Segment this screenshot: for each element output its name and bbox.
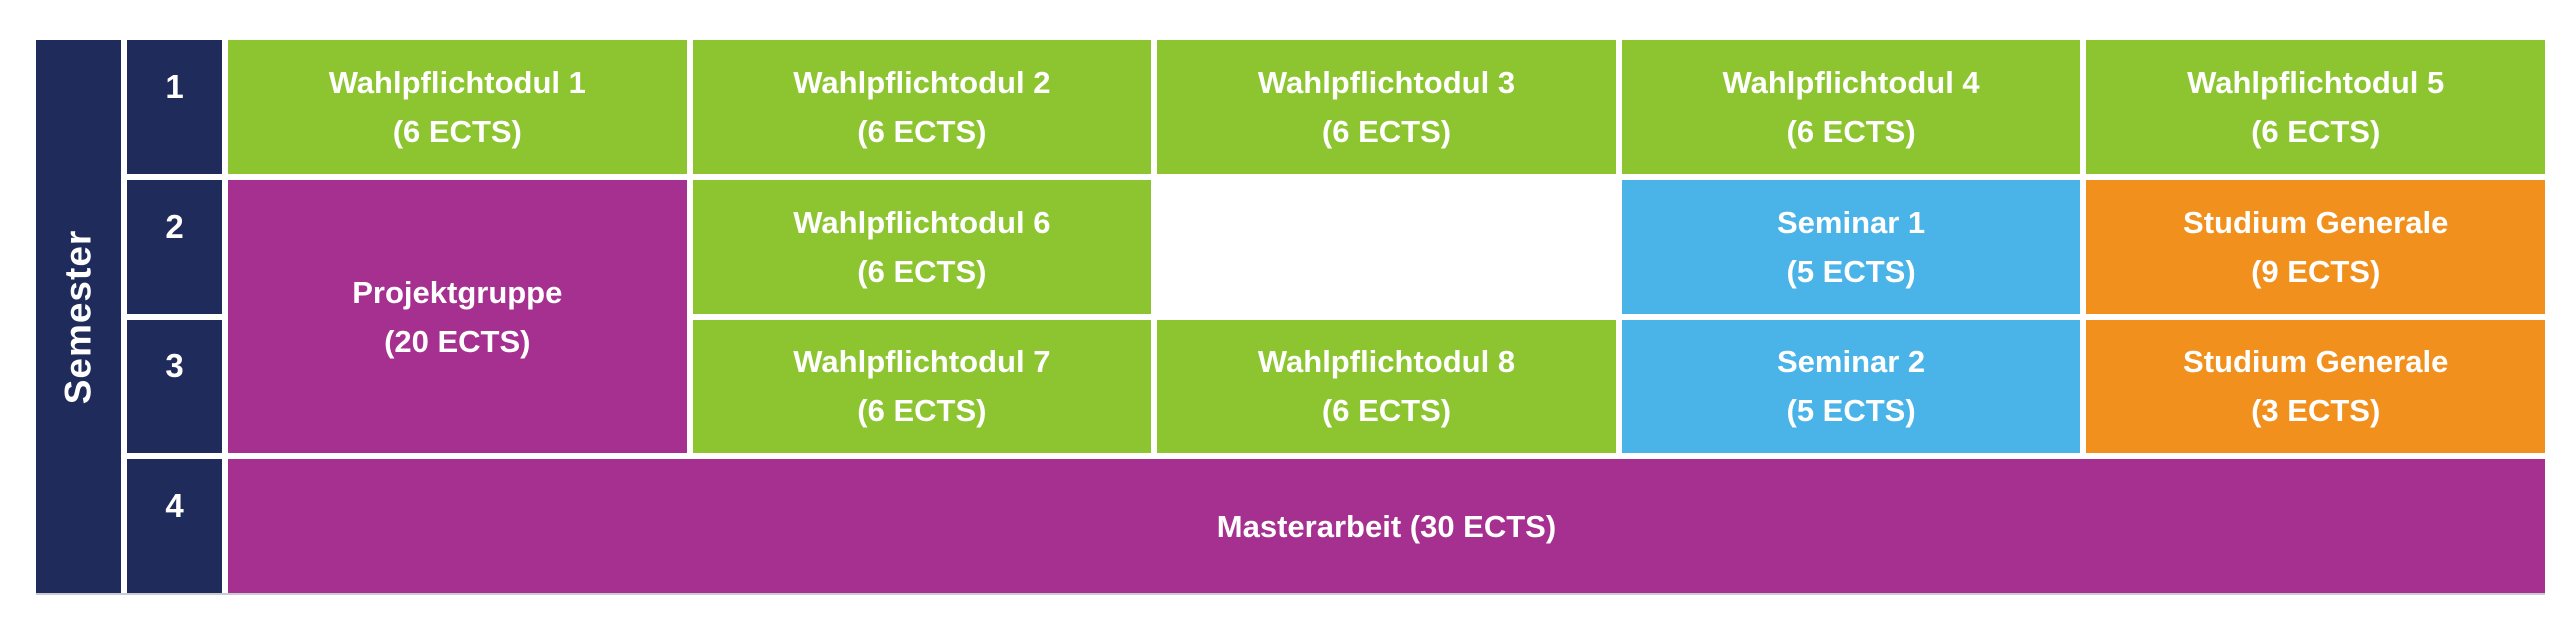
cell-title: Wahlpflichtodul 5 — [2187, 64, 2445, 100]
cell-ects: (6 ECTS) — [392, 113, 522, 149]
cell-ects: (6 ECTS) — [1321, 393, 1452, 429]
cell-title: Wahlpflichtodul 6 — [793, 204, 1051, 240]
cell-empty-slot — [1157, 179, 1616, 314]
cell-title: Studium Generale — [2183, 344, 2449, 380]
cell-wahlpflichtodul-2: Wahlpflichtodul 2 (6 ECTS) — [692, 40, 1152, 174]
semester-number-4-label: 4 — [165, 487, 184, 525]
cell-seminar-1: Seminar 1 (5 ECTS) — [1621, 179, 2081, 314]
semester-axis: Semester — [36, 40, 121, 593]
cell-title: Seminar 1 — [1776, 204, 1926, 240]
semester-number-2: 2 — [127, 179, 222, 314]
cell-ects: (6 ECTS) — [2251, 113, 2381, 149]
cell-title: Studium Generale — [2183, 204, 2449, 240]
cell-title: Projektgruppe — [352, 274, 563, 310]
semester-axis-label: Semester — [57, 229, 99, 404]
semester-number-1-label: 1 — [165, 67, 184, 105]
cell-ects: (5 ECTS) — [1786, 393, 1916, 429]
cell-title: Wahlpflichtodul 4 — [1722, 64, 1980, 100]
semester-number-2-label: 2 — [165, 207, 184, 245]
cell-title: Wahlpflichtodul 1 — [328, 64, 586, 100]
cell-wahlpflichtodul-8: Wahlpflichtodul 8 (6 ECTS) — [1157, 319, 1616, 454]
cell-title: Wahlpflichtodul 8 — [1257, 344, 1516, 380]
cell-seminar-2: Seminar 2 (5 ECTS) — [1621, 319, 2081, 454]
cell-wahlpflichtodul-1: Wahlpflichtodul 1 (6 ECTS) — [228, 40, 687, 174]
cell-wahlpflichtodul-7: Wahlpflichtodul 7 (6 ECTS) — [692, 319, 1152, 454]
cell-ects: (6 ECTS) — [857, 253, 987, 289]
cell-projektgruppe: Projektgruppe (20 ECTS) — [228, 179, 687, 454]
semester-number-4: 4 — [127, 459, 222, 593]
cell-ects: (6 ECTS) — [857, 113, 987, 149]
cell-wahlpflichtodul-4: Wahlpflichtodul 4 (6 ECTS) — [1621, 40, 2081, 174]
semester-number-3-label: 3 — [165, 347, 184, 385]
semester-plan-table: Semester 1 2 3 4 Wahlpflichtodul 1 (6 EC… — [36, 40, 2545, 593]
cell-title: Seminar 2 — [1776, 344, 1926, 380]
cell-ects: (6 ECTS) — [1321, 113, 1452, 149]
semester-number-1: 1 — [127, 40, 222, 174]
cell-ects: (5 ECTS) — [1786, 253, 1916, 289]
cell-studium-generale-3-ects: Studium Generale (3 ECTS) — [2086, 319, 2545, 454]
cell-wahlpflichtodul-6: Wahlpflichtodul 6 (6 ECTS) — [692, 179, 1152, 314]
cell-title: Wahlpflichtodul 3 — [1257, 64, 1516, 100]
cell-masterarbeit: Masterarbeit (30 ECTS) — [228, 459, 2545, 593]
cell-ects: (6 ECTS) — [1786, 113, 1916, 149]
cell-ects: (6 ECTS) — [857, 393, 987, 429]
cell-ects: (20 ECTS) — [384, 323, 531, 359]
cell-ects: (9 ECTS) — [2251, 253, 2381, 289]
cell-wahlpflichtodul-3: Wahlpflichtodul 3 (6 ECTS) — [1157, 40, 1616, 174]
cell-ects: (3 ECTS) — [2251, 393, 2381, 429]
semester-number-3: 3 — [127, 319, 222, 454]
cell-title: Wahlpflichtodul 2 — [793, 64, 1051, 100]
cell-title: Masterarbeit (30 ECTS) — [1216, 508, 1557, 544]
cell-title: Wahlpflichtodul 7 — [793, 344, 1051, 380]
cell-studium-generale-9-ects: Studium Generale (9 ECTS) — [2086, 179, 2545, 314]
cell-wahlpflichtodul-5: Wahlpflichtodul 5 (6 ECTS) — [2086, 40, 2545, 174]
